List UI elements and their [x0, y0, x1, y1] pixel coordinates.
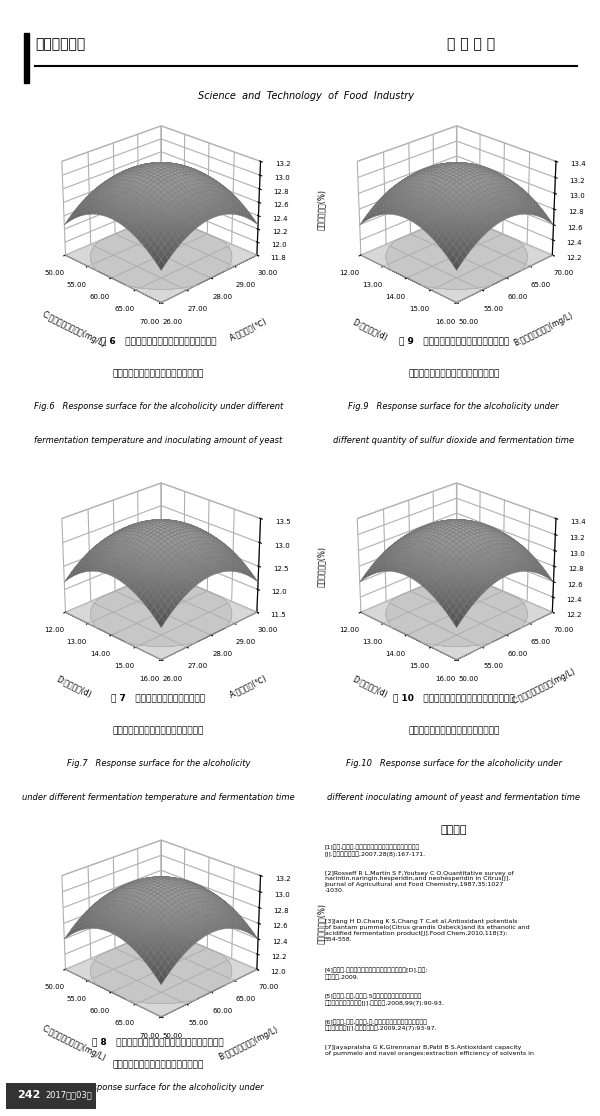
Text: Fig.8   Response surface for the alcoholicity under: Fig.8 Response surface for the alcoholic…: [53, 1084, 263, 1093]
Bar: [24, 33, 29, 84]
Text: 食品工业科技: 食品工业科技: [35, 37, 86, 51]
Text: [3]Jang H D,Chang K S,Chang T C,et al.Antioxidant potentials
of bantam pummelo(C: [3]Jang H D,Chang K S,Chang T C,et al.An…: [325, 920, 529, 942]
Text: under different fermentation temperature and fermentation time: under different fermentation temperature…: [22, 793, 295, 802]
Text: [5]陈珍珑,刘庆,徐硼和.5种柚汁中主要抗氧化成分含量
及其抗氧化能力的比较[J].食品科学,2008,99(7):90-93.: [5]陈珍珑,刘庆,徐硼和.5种柚汁中主要抗氧化成分含量 及其抗氧化能力的比较[…: [325, 993, 445, 1006]
Text: 红肉蜜柚果酒酒精体积分数的响应曲面: 红肉蜜柚果酒酒精体积分数的响应曲面: [113, 369, 204, 378]
Text: 红肉蜜柚果酒酒精体积分数的响应曲面: 红肉蜜柚果酒酒精体积分数的响应曲面: [408, 369, 499, 378]
FancyBboxPatch shape: [1, 1083, 100, 1109]
Text: 参考文献: 参考文献: [440, 825, 467, 835]
Y-axis label: A:发酵温度(℃): A:发酵温度(℃): [228, 316, 268, 343]
Text: 2017年第03期: 2017年第03期: [46, 1090, 92, 1099]
Text: [1]郭莉,孙志高.柚子活性成分的提取及其功能研究进展
[J].食品研究与开发,2007,28(8):167-171.: [1]郭莉,孙志高.柚子活性成分的提取及其功能研究进展 [J].食品研究与开发,…: [325, 845, 426, 857]
Text: 工 艺 技 术: 工 艺 技 术: [447, 37, 495, 51]
Y-axis label: B:二氧化硫添加量(mg/L): B:二氧化硫添加量(mg/L): [512, 310, 575, 348]
Text: 红肉蜜柚果酒酒精体积分数的响应曲面: 红肉蜜柚果酒酒精体积分数的响应曲面: [408, 727, 499, 735]
Text: Fig.10   Response surface for the alcoholicity under: Fig.10 Response surface for the alcoholi…: [346, 759, 562, 768]
Text: Fig.7   Response surface for the alcoholicity: Fig.7 Response surface for the alcoholic…: [67, 759, 250, 768]
Text: 242: 242: [17, 1090, 40, 1100]
X-axis label: D:发酵时间(d): D:发酵时间(d): [351, 317, 389, 341]
Text: 图 10   果酒干酵母添加量与发酵时间交互影响: 图 10 果酒干酵母添加量与发酵时间交互影响: [393, 693, 515, 702]
X-axis label: C:果酒干酵母添加量(mg/L): C:果酒干酵母添加量(mg/L): [41, 310, 107, 349]
X-axis label: D:发酵时间(d): D:发酵时间(d): [55, 674, 93, 699]
Text: 图 9   二氧化硫添加量与发酵时间交互影响: 图 9 二氧化硫添加量与发酵时间交互影响: [398, 336, 509, 345]
X-axis label: D:发酵时间(d): D:发酵时间(d): [351, 674, 389, 699]
Text: different quantity of sulfur dioxide and fermentation time: different quantity of sulfur dioxide and…: [333, 436, 574, 445]
Y-axis label: C:果酒干酵母添加量(mg/L): C:果酒干酵母添加量(mg/L): [510, 667, 577, 706]
Text: [6]傅飞行,蒋云,谢芝动,等.红葡萄糖和葡萄素卡素抗洪氧化
氧化效果研究[J].中国临床学报,2009,24(7):93-97.: [6]傅飞行,蒋云,谢芝动,等.红葡萄糖和葡萄素卡素抗洪氧化 氧化效果研究[J]…: [325, 1019, 437, 1031]
Y-axis label: A:发酵温度(℃): A:发酵温度(℃): [228, 673, 268, 700]
Text: different inoculating amount of yeast and fermentation time: different inoculating amount of yeast an…: [327, 793, 580, 802]
Text: [7]Jayapralsha G K,Girennanar B,Patil B S.Antioxidant capacity
of pummelo and na: [7]Jayapralsha G K,Girennanar B,Patil B …: [325, 1045, 533, 1056]
Text: fermentation temperature and inoculating amount of yeast: fermentation temperature and inoculating…: [34, 436, 283, 445]
Text: 图 8   二氧化硫添加量与果酒干酵母添加量交互影响: 图 8 二氧化硫添加量与果酒干酵母添加量交互影响: [92, 1037, 224, 1046]
Text: 图 7   发酵温度与发酵时间交互影响: 图 7 发酵温度与发酵时间交互影响: [111, 693, 205, 702]
Text: [4]翟万霞.培液蜜柚汁杯酿造及加工工艺的研究[D].江苏:
江南大学,2009.: [4]翟万霞.培液蜜柚汁杯酿造及加工工艺的研究[D].江苏: 江南大学,2009…: [325, 968, 428, 980]
Text: 图 6   发酵温度与果酒干酵母添加量交互影响: 图 6 发酵温度与果酒干酵母添加量交互影响: [101, 336, 216, 345]
Text: 红肉蜜柚果酒酒精体积分数的响应曲面: 红肉蜜柚果酒酒精体积分数的响应曲面: [113, 1060, 204, 1069]
Text: Science  and  Technology  of  Food  Industry: Science and Technology of Food Industry: [198, 92, 414, 102]
Text: Fig.6   Response surface for the alcoholicity under different: Fig.6 Response surface for the alcoholic…: [34, 402, 283, 411]
Y-axis label: B:二氧化硫添加量(mg/L): B:二氧化硫添加量(mg/L): [217, 1024, 279, 1062]
Text: [2]Rosseff R L,Martin S F,Youtsey C O.Quantitative survey of
narintin,naringin,h: [2]Rosseff R L,Martin S F,Youtsey C O.Qu…: [325, 870, 514, 893]
Text: 红肉蜜柚果酒酒精体积分数的响应曲面: 红肉蜜柚果酒酒精体积分数的响应曲面: [113, 727, 204, 735]
X-axis label: C:果酒干酵母添加量(mg/L): C:果酒干酵母添加量(mg/L): [41, 1024, 107, 1064]
Text: Fig.9   Response surface for the alcoholicity under: Fig.9 Response surface for the alcoholic…: [349, 402, 559, 411]
